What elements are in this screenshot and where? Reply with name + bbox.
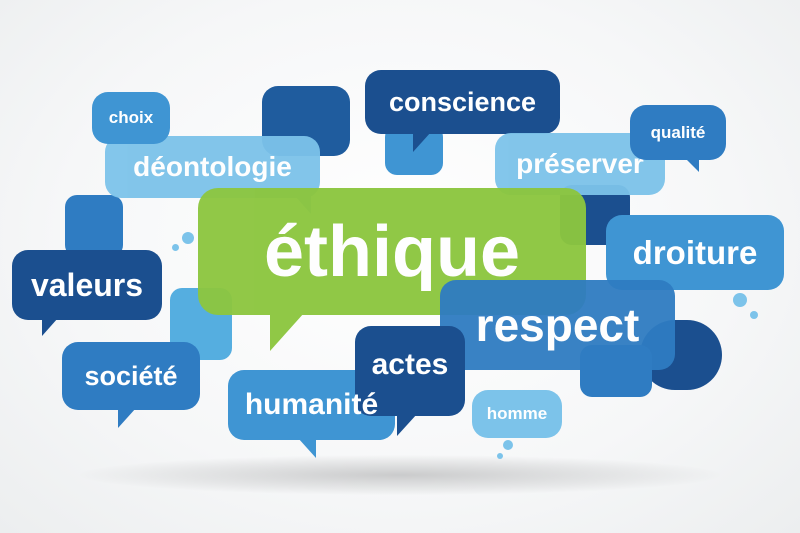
bubble-dot: [733, 293, 747, 307]
bubble-choix: choix: [92, 92, 170, 144]
word-ethique: éthique: [263, 211, 520, 292]
bubble-preserver: préserver: [495, 133, 665, 195]
bubble-actes: actes: [355, 326, 465, 436]
word-deontologie: déontologie: [133, 151, 292, 182]
bubble-tail: [42, 318, 58, 336]
bubble-dot: [750, 311, 758, 319]
bubble-tail: [397, 414, 417, 436]
word-homme: homme: [486, 404, 548, 423]
bubble-dot: [503, 440, 513, 450]
word-humanite: humanité: [244, 388, 379, 421]
word-preserver: préserver: [516, 148, 644, 179]
bubble-ethique: éthique: [198, 188, 586, 351]
bubble-tail: [685, 158, 699, 172]
bubble-tail: [270, 313, 304, 351]
word-conscience: conscience: [388, 86, 537, 117]
bubble-droiture: droiture: [606, 215, 784, 290]
bubble-dot: [182, 232, 194, 244]
word-droiture: droiture: [632, 233, 758, 271]
word-choix: choix: [108, 108, 154, 127]
bubble-dot: [497, 453, 503, 459]
bubble-tail: [298, 438, 316, 458]
word-respect: respect: [475, 299, 640, 351]
floor-shadow: [80, 455, 720, 495]
bubble-valeurs: valeurs: [12, 250, 162, 336]
word-societe: société: [84, 360, 178, 391]
bubble-tail: [413, 132, 431, 152]
bubble-tail: [118, 408, 136, 428]
blank-bubble: [65, 195, 123, 257]
word-valeurs: valeurs: [30, 266, 144, 303]
bubble-qualite: qualité: [630, 105, 726, 172]
word-qualite: qualité: [650, 122, 706, 142]
bubble-respect: respect: [440, 280, 675, 370]
bubble-homme: homme: [472, 390, 562, 438]
bubble-dot: [172, 244, 179, 251]
word-actes: actes: [371, 348, 449, 381]
bubble-conscience: conscience: [365, 70, 560, 152]
bubble-societe: société: [62, 342, 200, 428]
